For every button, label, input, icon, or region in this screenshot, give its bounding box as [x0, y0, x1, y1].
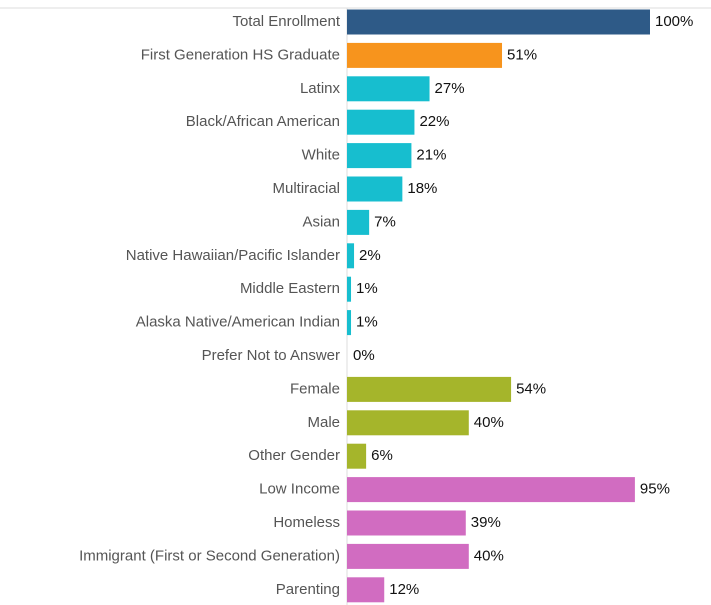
value-label: 1%	[356, 280, 378, 297]
bar	[347, 443, 367, 469]
category-label: Other Gender	[248, 447, 340, 464]
value-label: 39%	[471, 514, 501, 531]
category-label: White	[302, 147, 340, 164]
bar	[347, 510, 466, 536]
value-label: 22%	[419, 113, 449, 130]
bar	[347, 410, 469, 436]
category-label: Multiracial	[272, 180, 340, 197]
bar	[347, 209, 370, 235]
value-label: 40%	[474, 547, 504, 564]
bar	[347, 109, 415, 135]
category-label: Latinx	[300, 80, 341, 97]
category-label: Homeless	[273, 514, 340, 531]
bar	[347, 243, 355, 269]
bar	[347, 76, 430, 102]
bar	[347, 9, 650, 35]
category-label: First Generation HS Graduate	[141, 46, 340, 63]
category-label: Female	[290, 380, 340, 397]
value-label: 40%	[474, 414, 504, 431]
value-label: 7%	[374, 213, 396, 230]
category-label: Native Hawaiian/Pacific Islander	[126, 247, 340, 264]
category-label: Immigrant (First or Second Generation)	[79, 547, 340, 564]
value-label: 1%	[356, 314, 378, 331]
value-label: 100%	[655, 13, 693, 30]
value-label: 27%	[435, 80, 465, 97]
category-label: Alaska Native/American Indian	[136, 314, 340, 331]
bar	[347, 376, 512, 402]
bar	[347, 42, 503, 68]
bar	[347, 310, 352, 336]
value-label: 54%	[516, 380, 546, 397]
category-label: Asian	[302, 213, 340, 230]
bar	[347, 577, 385, 603]
value-label: 12%	[389, 581, 419, 598]
category-label: Low Income	[259, 481, 340, 498]
value-label: 51%	[507, 46, 537, 63]
category-label: Parenting	[276, 581, 340, 598]
value-label: 0%	[353, 347, 375, 364]
bar	[347, 276, 352, 302]
bar	[347, 477, 635, 503]
category-label: Total Enrollment	[232, 13, 340, 30]
bar	[347, 176, 403, 202]
value-label: 2%	[359, 247, 381, 264]
category-label: Prefer Not to Answer	[202, 347, 340, 364]
category-label: Black/African American	[186, 113, 340, 130]
category-label: Male	[307, 414, 340, 431]
bar	[347, 543, 469, 569]
value-label: 95%	[640, 481, 670, 498]
bar	[347, 143, 412, 169]
category-label: Middle Eastern	[240, 280, 340, 297]
value-label: 6%	[371, 447, 393, 464]
value-label: 21%	[416, 147, 446, 164]
value-label: 18%	[407, 180, 437, 197]
